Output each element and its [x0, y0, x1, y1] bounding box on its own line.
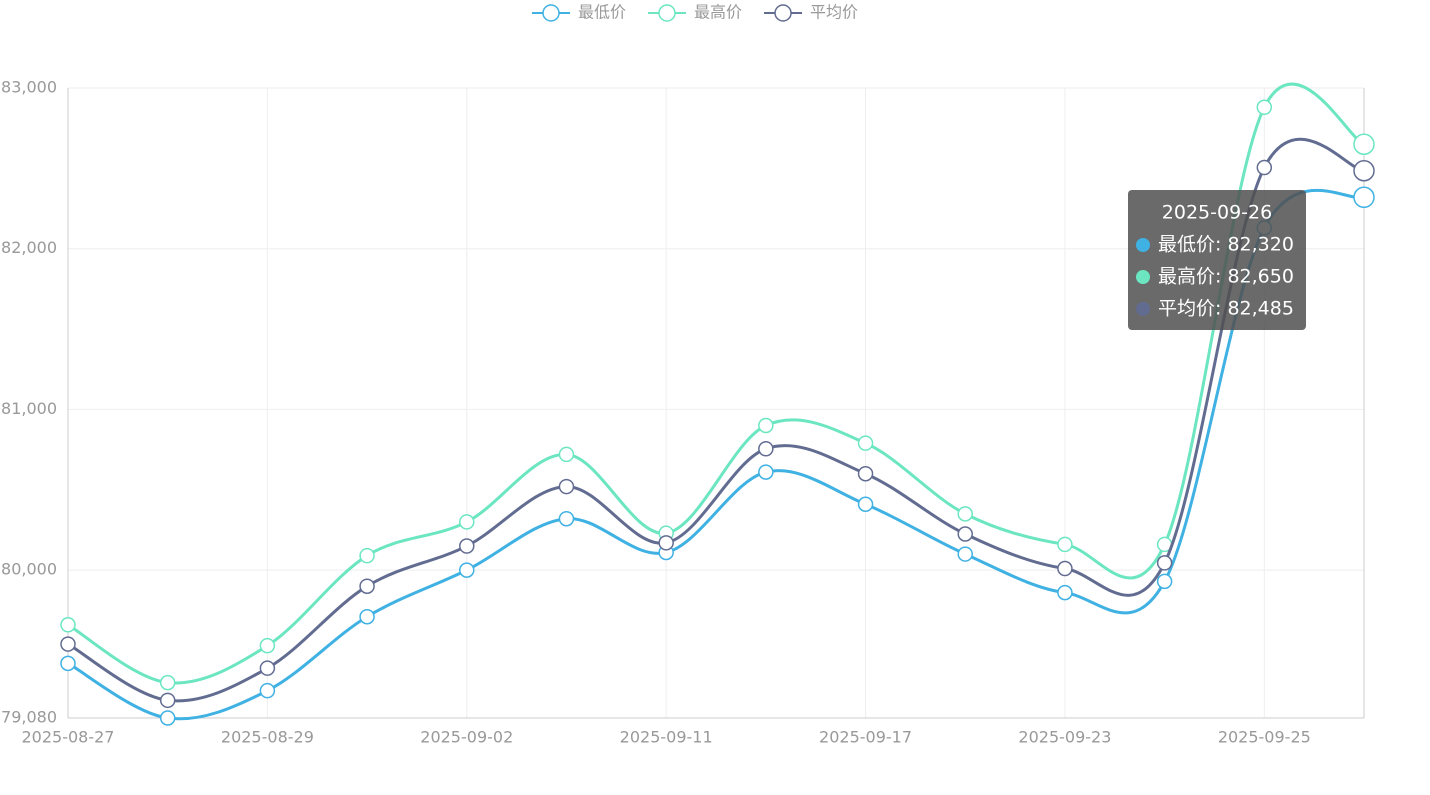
tooltip-row: 平均价: 82,485 — [1158, 298, 1294, 320]
point — [758, 441, 774, 457]
point — [159, 692, 176, 709]
x-tick-label: 2025-08-27 — [22, 728, 115, 747]
point — [1256, 99, 1273, 116]
tooltip-box — [1128, 190, 1306, 330]
point — [558, 478, 575, 495]
tooltip-title: 2025-09-26 — [1162, 202, 1272, 224]
point — [359, 547, 375, 564]
point — [1057, 584, 1073, 601]
point — [60, 655, 76, 672]
point — [857, 465, 874, 482]
point — [957, 546, 973, 562]
tooltip-row: 最低价: 82,320 — [1158, 234, 1294, 256]
y-tick-label: 79,080 — [1, 708, 57, 727]
point — [957, 506, 973, 522]
point — [758, 464, 774, 480]
point — [459, 538, 475, 554]
point — [1256, 159, 1273, 176]
point — [1156, 573, 1173, 590]
point — [1353, 160, 1375, 182]
legend-marker — [542, 4, 560, 22]
legend-item[interactable]: 最高价 — [648, 3, 742, 22]
tooltip-dot — [1136, 270, 1150, 284]
legend-item[interactable]: 平均价 — [764, 3, 858, 22]
point — [1057, 536, 1073, 553]
x-tick-label: 2025-09-11 — [620, 728, 713, 747]
point — [1353, 186, 1375, 209]
legend-item[interactable]: 最低价 — [532, 3, 626, 22]
point — [60, 617, 76, 633]
point — [359, 609, 375, 625]
x-tick-label: 2025-08-29 — [221, 728, 314, 747]
point — [558, 446, 575, 463]
tooltip-dot — [1136, 238, 1150, 252]
x-tick-label: 2025-09-17 — [819, 728, 912, 747]
point — [159, 674, 176, 691]
point — [259, 682, 276, 699]
point — [957, 526, 973, 542]
point — [459, 514, 475, 530]
point — [1353, 133, 1375, 155]
legend-label: 最低价 — [578, 3, 626, 22]
legend-marker — [774, 4, 792, 22]
tooltip-dot — [1136, 302, 1150, 316]
point — [1057, 560, 1073, 577]
legend: 最低价 最高价 平均价 — [532, 3, 858, 22]
y-tick-label: 80,000 — [1, 560, 57, 579]
point — [857, 435, 874, 451]
point — [259, 660, 276, 676]
y-tick-label: 83,000 — [1, 78, 57, 97]
x-tick-label: 2025-09-23 — [1018, 728, 1111, 747]
line-series — [67, 82, 1365, 685]
point — [159, 710, 176, 726]
legend-label: 最高价 — [694, 3, 742, 22]
point — [658, 535, 674, 551]
point — [459, 562, 475, 578]
point — [857, 496, 874, 512]
legend-marker — [658, 4, 676, 22]
x-tick-label: 2025-09-25 — [1218, 728, 1311, 747]
y-tick-label: 81,000 — [1, 399, 57, 418]
tooltip: 2025-09-26 最低价: 82,320 最高价: 82,650 平均价: 82,… — [1128, 190, 1306, 330]
point — [359, 578, 375, 594]
x-tick-label: 2025-09-02 — [420, 728, 513, 747]
point — [60, 636, 76, 652]
y-tick-label: 82,000 — [1, 238, 57, 257]
point — [758, 417, 774, 434]
legend-label: 平均价 — [810, 3, 858, 22]
point — [259, 637, 276, 654]
tooltip-row: 最高价: 82,650 — [1158, 266, 1294, 288]
point — [1156, 555, 1173, 571]
point — [558, 510, 575, 527]
